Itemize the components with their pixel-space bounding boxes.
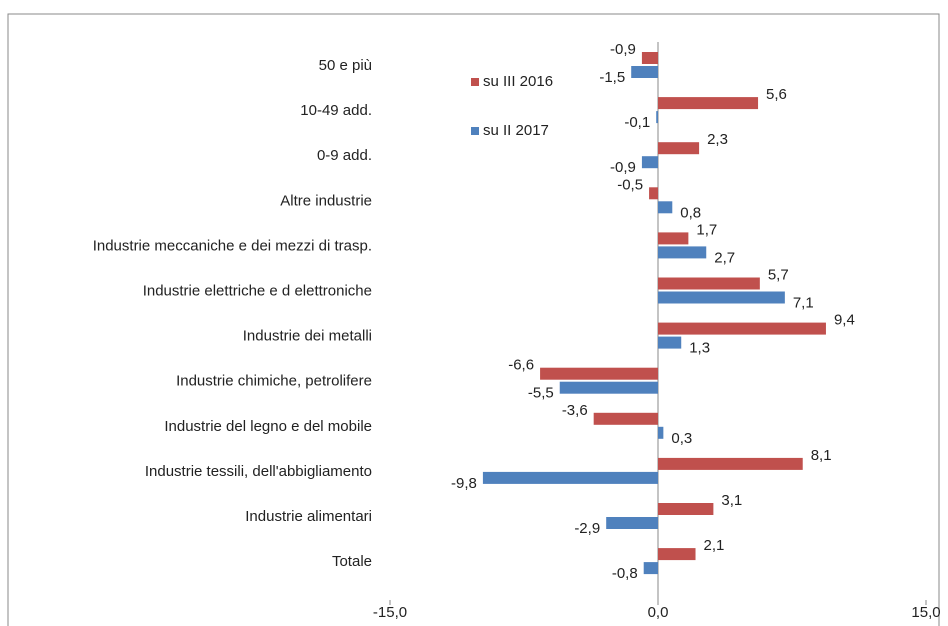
- bar: [641, 52, 658, 64]
- bar: [658, 142, 700, 155]
- bar: [656, 111, 658, 124]
- data-label: -0,9: [610, 159, 636, 176]
- data-label: 0,3: [671, 430, 692, 447]
- bar: [482, 471, 658, 484]
- bar: [658, 291, 785, 304]
- data-label: 2,7: [714, 249, 735, 266]
- data-label: -6,6: [508, 357, 534, 374]
- bar: [658, 503, 714, 515]
- data-label: 9,4: [834, 312, 855, 329]
- category-label: Industrie del legno e del mobile: [164, 418, 372, 435]
- chart-frame: [7, 13, 940, 626]
- data-label: 2,3: [707, 131, 728, 148]
- data-label: -0,1: [624, 114, 650, 131]
- bar: [649, 187, 658, 200]
- category-label: Totale: [332, 553, 372, 570]
- data-label: 1,7: [696, 221, 717, 238]
- data-label: -0,5: [617, 176, 643, 193]
- bar: [658, 201, 673, 214]
- bar: [658, 246, 707, 259]
- bar: [593, 412, 658, 425]
- bar: [658, 97, 759, 110]
- bar: [658, 277, 760, 290]
- data-label: -0,9: [610, 41, 636, 58]
- legend-label: su II 2017: [483, 122, 549, 139]
- data-label: 5,6: [766, 86, 787, 103]
- category-label: 0-9 add.: [317, 147, 372, 164]
- bar: [658, 548, 696, 561]
- bar: [658, 336, 682, 349]
- category-label: Industrie elettriche e d elettroniche: [143, 282, 372, 299]
- data-label: 5,7: [768, 266, 789, 283]
- bar: [540, 367, 658, 380]
- bar: [658, 457, 803, 470]
- data-label: -5,5: [528, 385, 554, 402]
- bar: [658, 426, 664, 439]
- category-label: Industrie tessili, dell'abbigliamento: [145, 463, 372, 480]
- data-label: 3,1: [721, 492, 742, 509]
- data-label: 8,1: [811, 447, 832, 464]
- data-label: 1,3: [689, 340, 710, 357]
- data-label: 2,1: [704, 537, 725, 554]
- legend-label: su III 2016: [483, 73, 553, 90]
- data-label: -9,8: [451, 475, 477, 492]
- bar: [606, 517, 658, 529]
- category-label: Altre industrie: [280, 192, 372, 209]
- category-label: Industrie chimiche, petrolifere: [176, 373, 372, 390]
- bar: [631, 66, 658, 78]
- bar: [559, 381, 658, 394]
- legend-swatch: [471, 78, 479, 86]
- bar: [658, 322, 826, 335]
- category-label: Industrie meccaniche e dei mezzi di tras…: [93, 237, 372, 254]
- data-label: -2,9: [574, 520, 600, 537]
- category-label: 50 e più: [319, 57, 372, 74]
- data-label: -1,5: [599, 69, 625, 86]
- bar: [641, 156, 658, 169]
- data-label: 7,1: [793, 294, 814, 311]
- x-tick-label: 0,0: [648, 604, 669, 621]
- data-label: -0,8: [612, 565, 638, 582]
- x-tick-label: -15,0: [373, 604, 407, 621]
- bar: [643, 562, 658, 575]
- category-label: Industrie dei metalli: [243, 328, 372, 345]
- legend-swatch: [471, 127, 479, 135]
- category-label: 10-49 add.: [300, 102, 372, 119]
- data-label: 0,8: [680, 204, 701, 221]
- x-tick-label: 15,0: [911, 604, 940, 621]
- category-label: Industrie alimentari: [245, 508, 372, 525]
- bar: [658, 232, 689, 245]
- data-label: -3,6: [562, 402, 588, 419]
